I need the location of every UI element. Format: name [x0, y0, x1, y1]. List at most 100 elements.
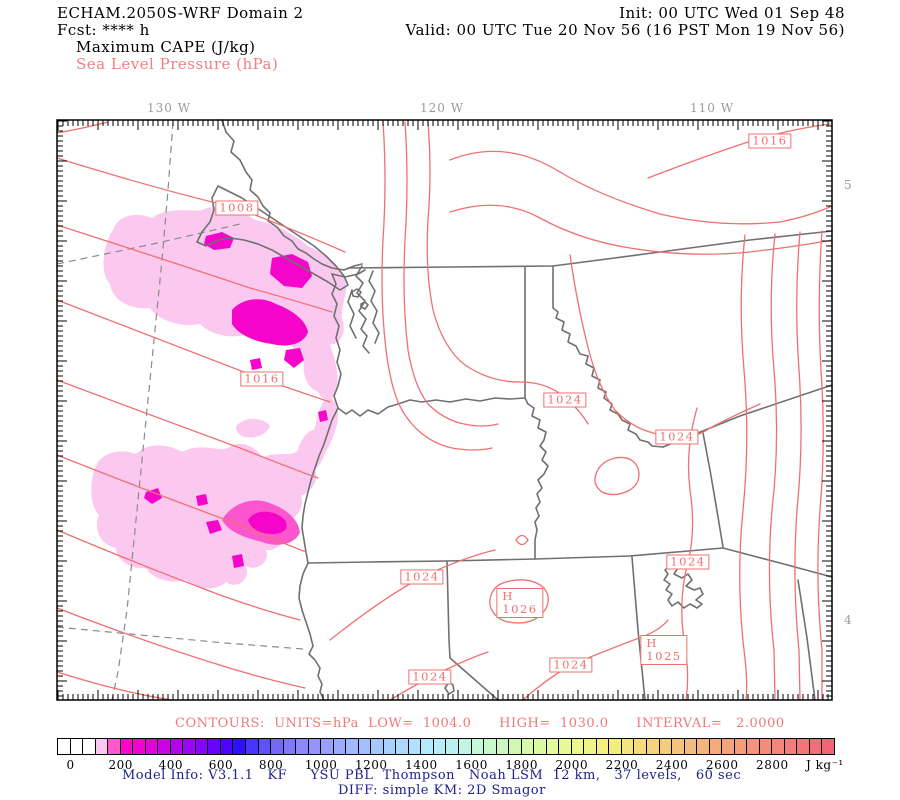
model-info-line1: Model Info: V3.1.1 KF YSU PBL Thompson N…: [122, 768, 742, 783]
san-juan-islands: [360, 301, 369, 310]
pyramid-lake: [444, 681, 455, 695]
graticule-50n: [56, 223, 241, 265]
contour-label: 1008: [215, 200, 259, 216]
border-id-mt: [552, 265, 664, 448]
colorbar-cell: [307, 738, 322, 755]
colorbar-cell: [320, 738, 334, 755]
contour-label: 1024: [400, 569, 444, 585]
top-axis-label: 110 W: [690, 101, 735, 115]
colorbar-cell: [282, 738, 297, 755]
model-title: ECHAM.2050S-WRF Domain 2: [57, 4, 304, 22]
init-time: Init: 00 UTC Wed 01 Sep 48: [619, 4, 845, 22]
colorbar-cell: [295, 738, 309, 755]
cape-fill-deep: [318, 410, 328, 422]
graticule-130w: [111, 121, 174, 701]
isobar: [817, 230, 824, 701]
colorbar-cell: [458, 738, 472, 755]
colorbar-cell: [796, 738, 810, 755]
coastline-puget-sound: [368, 270, 380, 344]
colorbar-cell: [370, 738, 384, 755]
border-42n: [307, 547, 724, 564]
cape-fill-deep: [204, 232, 234, 250]
graticule-40n: [56, 626, 304, 650]
isobar: [56, 121, 109, 134]
colorbar-cell: [182, 738, 196, 755]
coastline-strait: [331, 269, 366, 278]
colorbar-cell: [733, 738, 748, 755]
isobar: [56, 379, 319, 479]
cape-fill-light-north: [103, 206, 346, 400]
colorbar-cell: [144, 738, 159, 755]
coastline-puget-sound: [355, 265, 370, 354]
field-slp-label: Sea Level Pressure (hPa): [76, 55, 279, 73]
cape-fill-deep: [196, 494, 208, 506]
cape-fill-deep: [232, 299, 308, 346]
colorbar-cell: [345, 738, 359, 755]
cape-fill-light-patch: [235, 418, 270, 438]
contour-label: 1024: [549, 657, 593, 673]
border-se-corner: [797, 579, 816, 701]
colorbar-tick-label: 1400: [405, 758, 438, 772]
cape-fill-deep: [248, 511, 287, 534]
colorbar-cell: [608, 738, 622, 755]
isobar: [768, 233, 778, 701]
colorbar-cell: [82, 738, 96, 755]
valid-time: Valid: 00 UTC Tue 20 Nov 56 (16 PST Mon …: [405, 21, 845, 39]
colorbar-unit-label: J kg⁻¹: [806, 758, 844, 772]
model-info-line2: DIFF: simple KM: 2D Smagor: [338, 783, 546, 798]
border-nv-ut: [631, 556, 646, 701]
great-salt-lake: [663, 563, 704, 609]
colorbar-cell: [382, 738, 397, 755]
cape-fill-deep: [206, 520, 222, 534]
coastline-bc: [221, 119, 363, 271]
colorbar-tick-label: 2000: [555, 758, 589, 772]
colorbar-cell: [783, 738, 798, 755]
colorbar-tick-label: 1200: [355, 758, 388, 772]
high-center-label: H 1025: [640, 635, 688, 665]
isobar: [449, 204, 833, 255]
colorbar-cell: [558, 738, 572, 755]
colorbar-cell: [483, 738, 497, 755]
contour-label: 1016: [240, 371, 284, 387]
graticule-lines: [56, 121, 304, 701]
colorbar-cell: [821, 738, 835, 755]
colorbar-cell: [357, 738, 372, 755]
cape-fill-deep: [270, 254, 312, 288]
coastline-hood-canal: [347, 289, 357, 339]
isobar: [56, 299, 331, 403]
colorbar-tick-label: 2200: [605, 758, 639, 772]
vancouver-island: [196, 185, 349, 291]
cape-fill-deep: [232, 554, 244, 568]
colorbar-cell: [533, 738, 547, 755]
cape-fill-deep: [250, 358, 262, 370]
colorbar-cell: [545, 738, 560, 755]
coastline-pacific: [298, 273, 342, 701]
cape-colorbar: [57, 738, 835, 755]
border-ut-wy: [722, 547, 833, 578]
colorbar-tick-label: 1800: [505, 758, 538, 772]
isobar: [426, 121, 589, 425]
colorbar-cell: [595, 738, 610, 755]
colorbar-cell: [583, 738, 597, 755]
cape-fill-deep: [144, 488, 162, 504]
colorbar-cell: [157, 738, 171, 755]
isobar: [739, 234, 748, 701]
colorbar-cell: [107, 738, 121, 755]
border-us-canada: [347, 230, 833, 269]
cape-shaded-regions: [91, 206, 346, 589]
isobar: [329, 549, 496, 641]
colorbar-cell: [119, 738, 134, 755]
colorbar-cell: [257, 738, 272, 755]
colorbar-cell: [570, 738, 585, 755]
isobar: [56, 671, 173, 701]
colorbar-cell: [420, 738, 434, 755]
colorbar-tick-label: 2600: [705, 758, 739, 772]
colorbar-cell: [207, 738, 221, 755]
colorbar-tick-label: 2400: [655, 758, 689, 772]
colorbar-cell: [683, 738, 698, 755]
pressure-contours: [56, 121, 833, 701]
colorbar-cell: [432, 738, 447, 755]
border-wa-or: [337, 397, 526, 417]
forecast-hour: Fcst: **** h: [57, 21, 150, 39]
colorbar-cell: [270, 738, 284, 755]
